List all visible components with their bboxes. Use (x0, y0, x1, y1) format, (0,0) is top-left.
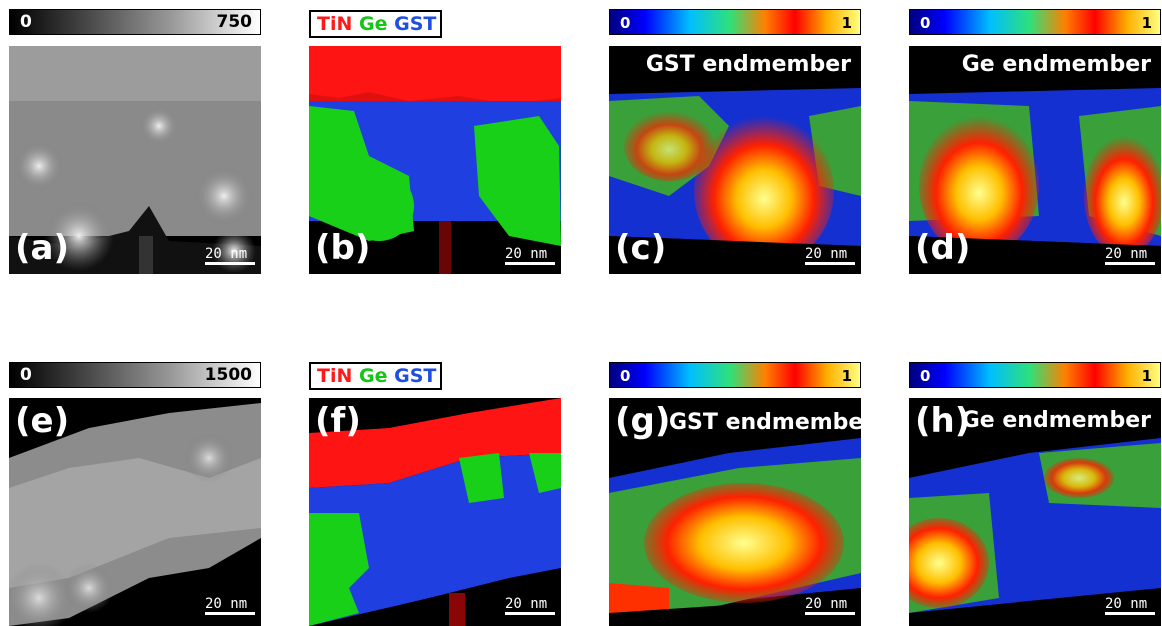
scale-bar-d-line (1105, 262, 1155, 265)
colorbar-d-max: 1 (1141, 14, 1152, 32)
phase-map-b: (b) 20 nm (309, 46, 561, 274)
endmember-title-c: GST endmember (645, 52, 851, 77)
legend-f-gst: GST (394, 365, 437, 387)
colorbar-g-max: 1 (841, 367, 852, 385)
panel-label-a: (a) (15, 228, 70, 268)
colorbar-e: 0 1500 (9, 362, 261, 388)
legend-f-tin: TiN (317, 365, 353, 387)
endmember-title-g: GST endmember (669, 410, 861, 435)
endmember-map-d: Ge endmember (d) 20 nm (909, 46, 1161, 274)
scale-bar-b: 20 nm (505, 246, 555, 265)
colorbar-h-max: 1 (1141, 367, 1152, 385)
colorbar-h: 0 1 (909, 362, 1161, 388)
colorbar-h-min: 0 (920, 367, 931, 385)
colorbar-a-max: 750 (216, 12, 253, 32)
scale-bar-b-line (505, 262, 555, 265)
endmember-title-d: Ge endmember (961, 52, 1151, 77)
panel-label-h: (h) (915, 401, 971, 441)
legend-f: TiN Ge GST (309, 362, 443, 390)
scale-bar-h: 20 nm (1105, 596, 1155, 615)
scale-bar-e-line (205, 612, 255, 615)
haadf-image-e: (e) 20 nm (9, 398, 261, 626)
haadf-image-e-graphic (9, 403, 261, 626)
panel-label-d: (d) (915, 228, 971, 268)
endmember-map-c: GST endmember (c) 20 nm (609, 46, 861, 274)
panel-label-b: (b) (315, 228, 371, 268)
panel-label-c: (c) (615, 228, 667, 268)
scale-bar-c-line (805, 262, 855, 265)
panel-label-f: (f) (315, 401, 361, 441)
legend-b-gst: GST (394, 13, 437, 35)
colorbar-c-min: 0 (620, 14, 631, 32)
endmember-map-g-graphic (609, 438, 861, 626)
endmember-map-c-graphic (609, 88, 861, 274)
scale-bar-a-text: 20 nm (205, 246, 248, 262)
colorbar-g: 0 1 (609, 362, 861, 388)
colorbar-d-min: 0 (920, 14, 931, 32)
legend-b: TiN Ge GST (309, 10, 443, 38)
endmember-title-h: Ge endmember (961, 408, 1151, 433)
scale-bar-e: 20 nm (205, 596, 255, 615)
scale-bar-c: 20 nm (805, 246, 855, 265)
scale-bar-g-line (805, 612, 855, 615)
endmember-map-h-graphic (909, 438, 1161, 626)
scale-bar-a-line (205, 262, 255, 265)
colorbar-e-min: 0 (20, 365, 32, 385)
scale-bar-d: 20 nm (1105, 246, 1155, 265)
scale-bar-a: 20 nm (205, 246, 255, 265)
phase-map-f-graphic (309, 398, 561, 626)
scale-bar-g: 20 nm (805, 596, 855, 615)
scale-bar-f-line (505, 612, 555, 615)
colorbar-d: 0 1 (909, 9, 1161, 35)
colorbar-g-min: 0 (620, 367, 631, 385)
colorbar-c: 0 1 (609, 9, 861, 35)
scale-bar-c-text: 20 nm (805, 246, 848, 262)
endmember-map-d-graphic (909, 88, 1161, 274)
endmember-map-g: (g) GST endmember 20 nm (609, 398, 861, 626)
colorbar-a-min: 0 (20, 12, 32, 32)
haadf-image-a-graphic (9, 46, 261, 274)
colorbar-c-max: 1 (841, 14, 852, 32)
phase-map-f: (f) 20 nm (309, 398, 561, 626)
scale-bar-f: 20 nm (505, 596, 555, 615)
panel-label-e: (e) (15, 401, 70, 441)
scale-bar-b-text: 20 nm (505, 246, 548, 262)
scale-bar-h-line (1105, 612, 1155, 615)
endmember-map-h: (h) Ge endmember 20 nm (909, 398, 1161, 626)
scale-bar-d-text: 20 nm (1105, 246, 1148, 262)
haadf-image-a: (a) 20 nm (9, 46, 261, 274)
legend-f-ge: Ge (359, 365, 388, 387)
legend-b-tin: TiN (317, 13, 353, 35)
scale-bar-e-text: 20 nm (205, 596, 248, 612)
scale-bar-h-text: 20 nm (1105, 596, 1148, 612)
scale-bar-g-text: 20 nm (805, 596, 848, 612)
phase-map-b-graphic (309, 46, 561, 274)
colorbar-a: 0 750 (9, 9, 261, 35)
colorbar-e-max: 1500 (204, 365, 252, 385)
legend-b-ge: Ge (359, 13, 388, 35)
scale-bar-f-text: 20 nm (505, 596, 548, 612)
panel-label-g: (g) (615, 401, 671, 441)
